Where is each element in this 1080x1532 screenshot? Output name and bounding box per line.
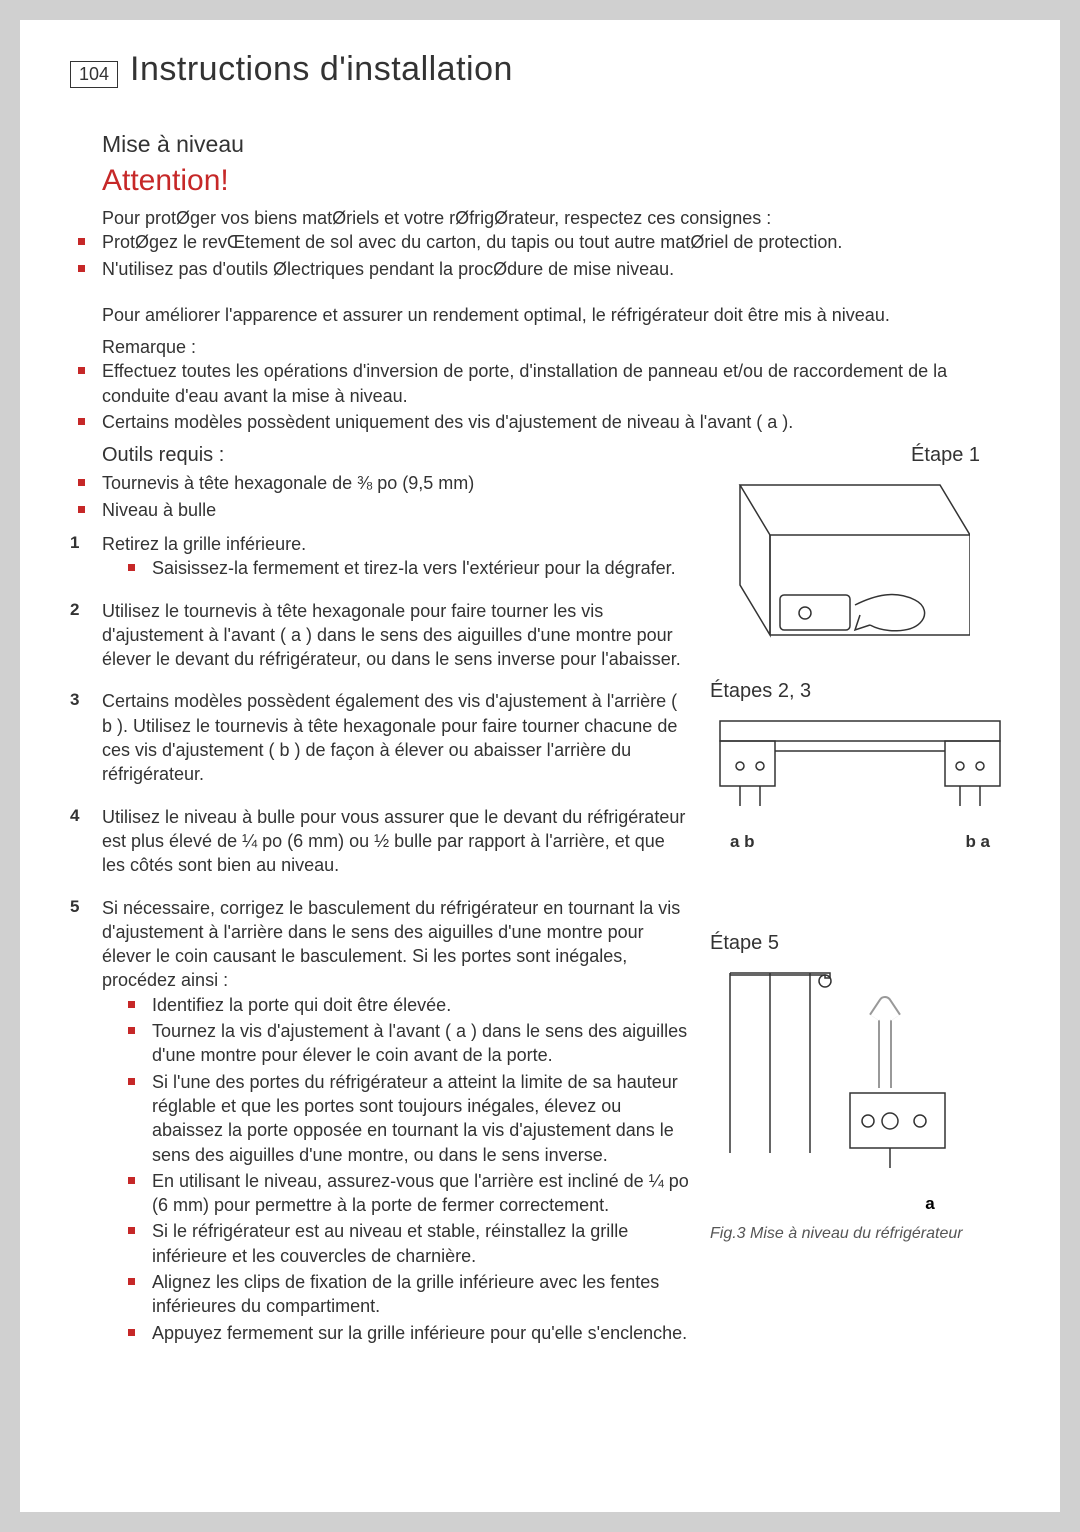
remark-bullets: Effectuez toutes les opérations d'invers…: [70, 359, 1010, 434]
remark-label: Remarque :: [102, 335, 1010, 359]
step-text: Retirez la grille inférieure.: [102, 534, 306, 554]
step-text: Si nécessaire, corrigez le basculement d…: [102, 898, 680, 991]
tools-bullets: Tournevis à tête hexagonale de ⅜ po (9,5…: [70, 471, 690, 522]
figure-caption: Fig.3 Mise à niveau du réfrigérateur: [710, 1224, 1010, 1245]
steps-list: Retirez la grille inférieure. Saisissez-…: [70, 532, 690, 1345]
step-text: Utilisez le niveau à bulle pour vous ass…: [102, 807, 685, 876]
figure-step5: Étape 5: [710, 932, 1010, 1245]
diagram-step1-icon: [710, 475, 970, 645]
list-item: N'utilisez pas d'outils Ølectriques pend…: [70, 257, 1010, 281]
step5-label: Étape 5: [710, 932, 1010, 955]
step-4: Utilisez le niveau à bulle pour vous ass…: [70, 805, 690, 878]
para2: Pour améliorer l'apparence et assurer un…: [102, 303, 1010, 327]
list-item: Tournez la vis d'ajustement à l'avant ( …: [102, 1019, 690, 1068]
page: 104 Instructions d'installation Mise à n…: [20, 20, 1060, 1512]
left-column: Outils requis : Tournevis à tête hexagon…: [70, 444, 690, 1363]
list-item: Certains modèles possèdent uniquement de…: [70, 410, 1010, 434]
list-item: Tournevis à tête hexagonale de ⅜ po (9,5…: [70, 471, 690, 495]
list-item: Appuyez fermement sur la grille inférieu…: [102, 1321, 690, 1345]
step-text: Certains modèles possèdent également des…: [102, 691, 677, 784]
list-item: Si le réfrigérateur est au niveau et sta…: [102, 1219, 690, 1268]
ab-labels: a b b a: [710, 832, 1010, 852]
diagram-step5-icon: [710, 963, 970, 1183]
section-title: Mise à niveau: [102, 131, 1010, 158]
step-2: Utilisez le tournevis à tête hexagonale …: [70, 599, 690, 672]
list-item: Alignez les clips de fixation de la gril…: [102, 1270, 690, 1319]
diagram-step23-icon: [710, 711, 1010, 821]
ab-right: b a: [965, 832, 990, 852]
list-item: Si l'une des portes du réfrigérateur a a…: [102, 1070, 690, 1167]
list-item: ProtØgez le revŒtement de sol avec du ca…: [70, 230, 1010, 254]
step23-label: Étapes 2, 3: [710, 680, 1010, 703]
page-title: Instructions d'installation: [130, 50, 513, 89]
page-number-box: 104: [70, 61, 118, 88]
step-3: Certains modèles possèdent également des…: [70, 689, 690, 786]
content-row: Outils requis : Tournevis à tête hexagon…: [70, 444, 1010, 1363]
page-header: 104 Instructions d'installation: [70, 50, 1010, 89]
a-label: a: [710, 1194, 1010, 1214]
intro-text: Pour protØger vos biens matØriels et vot…: [102, 206, 1010, 230]
list-item: En utilisant le niveau, assurez-vous que…: [102, 1169, 690, 1218]
list-item: Saisissez-la fermement et tirez-la vers …: [102, 556, 690, 580]
figure-step23: Étapes 2, 3: [710, 680, 1010, 852]
attention-heading: Attention!: [102, 164, 1010, 198]
right-column: Étape 1 Étapes 2, 3: [710, 444, 1010, 1363]
step-1-sub: Saisissez-la fermement et tirez-la vers …: [102, 556, 690, 580]
list-item: Effectuez toutes les opérations d'invers…: [70, 359, 1010, 408]
intro-bullets: ProtØgez le revŒtement de sol avec du ca…: [70, 230, 1010, 281]
list-item: Niveau à bulle: [70, 498, 690, 522]
list-item: Identifiez la porte qui doit être élevée…: [102, 993, 690, 1017]
step-1: Retirez la grille inférieure. Saisissez-…: [70, 532, 690, 581]
figure-step1: Étape 1: [710, 444, 1010, 650]
step-5-sub: Identifiez la porte qui doit être élevée…: [102, 993, 690, 1345]
step-5: Si nécessaire, corrigez le basculement d…: [70, 896, 690, 1345]
step-text: Utilisez le tournevis à tête hexagonale …: [102, 601, 681, 670]
ab-left: a b: [730, 832, 755, 852]
step1-label: Étape 1: [710, 444, 1010, 467]
tools-label: Outils requis :: [102, 444, 690, 467]
